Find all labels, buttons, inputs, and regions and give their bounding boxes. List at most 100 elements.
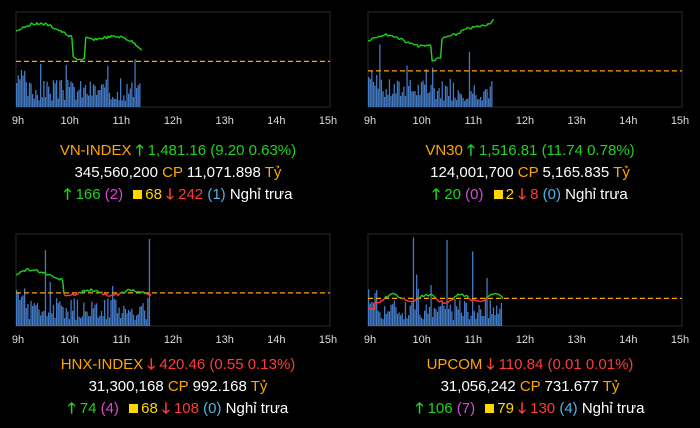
volume-bar: [131, 308, 133, 326]
volume-bar: [446, 86, 448, 107]
volume-bar: [468, 51, 471, 107]
price-line-segment: [15, 273, 18, 276]
time-tick-label: 11h: [113, 115, 131, 127]
vnindex-intraday-chart: 9h 10h 11h 12h 13h 14h 15h: [8, 0, 348, 140]
volume-bar: [136, 88, 138, 107]
volume-bar: [105, 79, 107, 107]
volume-bar: [131, 82, 133, 107]
volume-bar: [16, 83, 18, 107]
index-breadth-line: 🡑 20 (0) 2 🡓 8 (0) Nghỉ trưa: [360, 184, 700, 206]
volume-bar: [492, 307, 495, 326]
price-line-segment: [403, 40, 407, 44]
cp-label: CP: [517, 164, 539, 181]
price-line-segment: [21, 269, 24, 273]
volume-bar: [92, 84, 95, 107]
price-line-segment: [43, 271, 47, 275]
volume-bar: [449, 78, 451, 107]
arrow-down-icon: 🡓: [166, 186, 174, 203]
volume-bar: [400, 95, 402, 107]
volume-bar: [422, 319, 424, 326]
volume-bar: [28, 82, 31, 107]
price-line-segment: [499, 294, 502, 297]
volume-bar: [88, 316, 90, 326]
price-line-segment: [144, 292, 147, 295]
volume-bar: [126, 83, 128, 107]
volume-bar: [43, 80, 45, 107]
volume-bar: [451, 100, 453, 107]
volume-bar: [46, 81, 48, 107]
volume-bar: [59, 80, 61, 107]
arrow-up-icon: 🡑: [467, 142, 475, 159]
volume-bar: [408, 86, 410, 107]
price-line-segment: [111, 294, 114, 297]
volume-bar: [377, 88, 379, 107]
volume-bar: [419, 314, 421, 326]
volume-bar: [86, 93, 88, 107]
price-line-segment: [477, 25, 481, 28]
volume-bar: [113, 298, 115, 326]
price-line-segment: [457, 293, 460, 296]
volume-bar: [371, 301, 373, 326]
volume-bar: [484, 89, 487, 107]
floor-count: (4): [559, 400, 578, 417]
unit-label: Tỷ: [602, 378, 620, 395]
volume-bar: [110, 300, 112, 326]
volume-bar: [406, 318, 408, 326]
price-line-segment: [114, 292, 117, 295]
index-volume-line: 31,056,242 CP 731.677 Tỷ: [360, 376, 700, 398]
price-line-segment: [493, 292, 496, 295]
volume-bar: [104, 299, 106, 326]
volume-bar: [475, 318, 477, 326]
volume-bar: [73, 298, 75, 326]
plot-frame: [367, 233, 683, 327]
volume-bar: [22, 75, 24, 107]
hnxindex-panel: 9h 10h 11h 12h 13h 14h 15h HNX-INDEX 🡓 420.46 …: [8, 214, 348, 428]
volume-bar: [376, 74, 378, 107]
volume-bar: [380, 318, 383, 326]
volume-bar: [44, 97, 47, 107]
price-line-segment: [428, 43, 432, 47]
index-value-traded: 11,071.898: [186, 164, 261, 181]
volume-bar: [376, 290, 378, 326]
index-volume: 31,300,168: [88, 378, 164, 395]
volume-bar: [30, 300, 32, 326]
price-line-segment: [452, 295, 456, 300]
volume-bar: [118, 307, 120, 326]
volume-bar: [420, 317, 423, 326]
volume-bar: [464, 100, 466, 107]
volume-bar: [124, 100, 127, 107]
volume-bar: [65, 308, 67, 326]
price-line-segment: [77, 58, 80, 61]
time-tick-label: 12h: [164, 115, 182, 127]
volume-bar: [91, 301, 93, 326]
volume-bar: [129, 311, 131, 326]
price-line-segment: [429, 293, 432, 296]
volume-bar: [392, 304, 394, 326]
ceiling-count: (4): [100, 400, 119, 417]
volume-bar: [33, 98, 35, 107]
price-line-segment: [482, 24, 485, 27]
volume-bar: [60, 305, 63, 326]
volume-bar: [454, 299, 456, 326]
volume-bar: [428, 92, 431, 107]
price-line-segment: [113, 34, 116, 38]
price-line-segment: [23, 26, 27, 29]
upcom-panel: 9h 10h 11h 12h 13h 14h 15h UPCOM 🡓 110.84 (0.0…: [360, 214, 700, 428]
index-headline: UPCOM 🡓 110.84 (0.01 0.01%): [360, 354, 700, 376]
price-line-segment: [474, 299, 477, 302]
volume-bar: [396, 313, 399, 326]
price-line-segment: [108, 294, 111, 298]
volume-bar: [48, 86, 50, 107]
volume-bar: [72, 310, 74, 326]
volume-bar: [86, 311, 88, 326]
price-line-segment: [473, 25, 476, 29]
price-line-segment: [433, 295, 436, 299]
volume-bar: [371, 71, 373, 107]
price-line-segment: [96, 290, 99, 293]
volume-bar: [35, 305, 37, 326]
volume-bar: [46, 316, 48, 326]
volume-bar: [427, 93, 429, 107]
price-line-segment: [47, 273, 50, 276]
price-line-segment: [471, 299, 474, 302]
volume-bar: [401, 313, 403, 326]
